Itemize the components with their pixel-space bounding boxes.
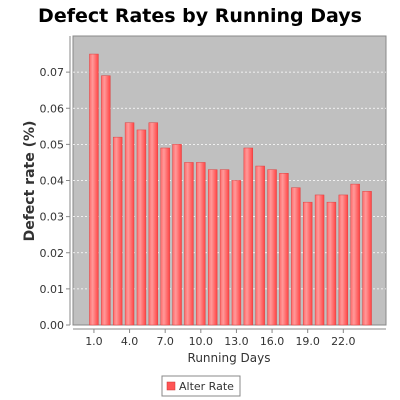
bar — [124, 122, 135, 326]
bar — [338, 194, 349, 326]
bar — [89, 53, 99, 326]
chart-title: Defect Rates by Running Days — [38, 5, 362, 27]
x-tick-label: 7.0 — [156, 335, 174, 348]
bar — [279, 173, 289, 326]
bar — [231, 180, 242, 326]
y-tick-label: 0.02 — [40, 247, 65, 260]
bar — [112, 136, 123, 326]
bar — [148, 122, 159, 326]
x-tick-label: 1.0 — [85, 335, 103, 348]
y-tick-label: 0.00 — [40, 319, 65, 332]
bar — [302, 201, 313, 326]
bar — [184, 162, 194, 326]
x-tick-label: 22.0 — [331, 335, 356, 348]
y-tick-label: 0.05 — [40, 138, 65, 151]
bar — [267, 169, 277, 326]
legend-swatch — [166, 381, 176, 391]
y-axis: 0.00 0.01 0.02 0.03 0.04 0.05 0.06 0.07 — [40, 36, 71, 332]
x-tick-label: 19.0 — [295, 335, 320, 348]
y-tick-label: 0.06 — [40, 102, 65, 115]
bar — [314, 194, 325, 326]
bar — [196, 162, 206, 326]
x-axis-label: Running Days — [188, 351, 271, 365]
bar — [291, 187, 301, 326]
bar — [350, 183, 360, 326]
x-tick-label: 10.0 — [189, 335, 214, 348]
bar — [255, 165, 265, 326]
y-tick-label: 0.04 — [40, 175, 65, 188]
y-axis-label: Defect rate (%) — [22, 121, 38, 242]
bar — [136, 129, 147, 326]
legend-box — [161, 375, 241, 397]
bar — [362, 191, 372, 326]
bars — [89, 53, 372, 326]
x-tick-label: 13.0 — [224, 335, 249, 348]
bar — [219, 169, 230, 326]
x-axis: 1.0 4.0 7.0 10.0 13.0 16.0 19.0 22.0 — [73, 328, 386, 348]
legend-label: Alter Rate — [179, 380, 234, 393]
legend: Alter Rate — [161, 375, 241, 397]
bar — [172, 144, 182, 326]
x-tick-label: 16.0 — [260, 335, 285, 348]
bar — [326, 201, 337, 326]
bar — [243, 147, 254, 326]
bar — [101, 75, 111, 326]
y-tick-label: 0.07 — [40, 66, 65, 79]
bar — [160, 147, 170, 326]
x-tick-label: 4.0 — [121, 335, 139, 348]
bar — [207, 169, 218, 326]
y-tick-label: 0.03 — [40, 211, 65, 224]
y-tick-label: 0.01 — [40, 283, 65, 296]
